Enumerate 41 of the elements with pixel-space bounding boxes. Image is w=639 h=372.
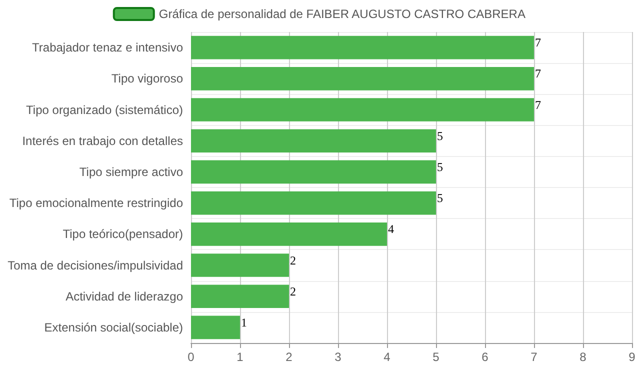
bar bbox=[191, 284, 289, 308]
data-label: 4 bbox=[388, 222, 394, 236]
y-tick-label: Actividad de liderazgo bbox=[66, 289, 184, 304]
legend-label: Gráfica de personalidad de FAIBER AUGUSTO CASTRO CABRERA bbox=[158, 7, 526, 21]
bar bbox=[191, 66, 534, 90]
x-tick-label: 4 bbox=[384, 350, 391, 364]
y-tick-label: Extensión social(sociable) bbox=[44, 320, 183, 334]
data-label: 5 bbox=[437, 160, 443, 174]
x-tick-label: 0 bbox=[188, 350, 195, 364]
x-tick-label: 6 bbox=[482, 350, 489, 364]
data-label: 1 bbox=[241, 315, 247, 330]
data-label: 5 bbox=[437, 128, 443, 143]
x-tick-label: 8 bbox=[580, 350, 587, 364]
x-tick-label: 2 bbox=[286, 350, 293, 364]
y-tick-label: Tipo siempre activo bbox=[79, 164, 184, 179]
y-tick-label: Tipo vigoroso bbox=[111, 72, 184, 86]
y-tick-label: Tipo emocionalmente restringido bbox=[9, 196, 184, 210]
y-tick-label: Trabajador tenaz e intensivo bbox=[32, 40, 184, 55]
data-label: 2 bbox=[290, 253, 296, 268]
data-label: 7 bbox=[535, 66, 541, 81]
bar bbox=[191, 191, 436, 215]
x-tick-label: 7 bbox=[530, 350, 538, 364]
x-tick-label: 9 bbox=[628, 350, 636, 364]
bar bbox=[191, 160, 436, 184]
bar bbox=[191, 36, 534, 60]
x-tick-label: 1 bbox=[236, 350, 244, 364]
y-tick-label: Interés en trabajo con detalles bbox=[22, 134, 183, 148]
bar bbox=[191, 254, 289, 277]
data-label: 7 bbox=[535, 36, 541, 50]
data-label: 7 bbox=[535, 98, 541, 112]
y-tick-label: Tipo organizado (sistemático) bbox=[26, 102, 183, 117]
y-tick-label: Toma de decisiones/impulsividad bbox=[8, 258, 183, 272]
data-label: 2 bbox=[290, 284, 296, 298]
bar bbox=[191, 316, 240, 340]
bar bbox=[191, 129, 436, 153]
x-tick-label: 5 bbox=[432, 350, 440, 364]
x-tick-label: 3 bbox=[334, 350, 342, 364]
y-tick-label: Tipo teórico(pensador) bbox=[62, 227, 184, 242]
bar bbox=[191, 222, 387, 246]
data-label: 5 bbox=[437, 191, 443, 206]
bar bbox=[191, 98, 534, 122]
